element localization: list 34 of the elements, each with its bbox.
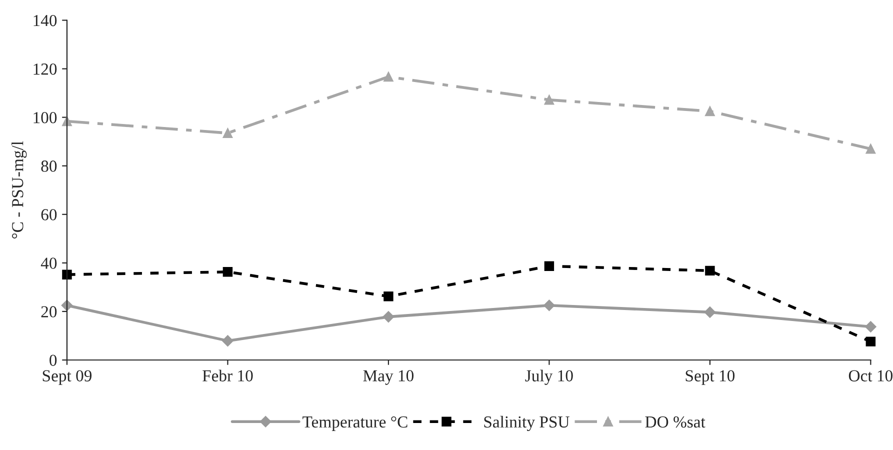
- legend-label: Temperature °C: [302, 416, 408, 431]
- y-tick-label: 0: [50, 354, 57, 366]
- y-tick-label: 60: [41, 209, 57, 220]
- y-tick-label: 140: [34, 14, 57, 26]
- y-tick-label: 100: [34, 112, 57, 124]
- point: [382, 311, 394, 322]
- x-tick-label: Sept 09: [42, 370, 92, 385]
- legend-label: Salinity PSU: [484, 416, 570, 432]
- y-axis-title: °C - PSU-mg/l: [12, 141, 27, 238]
- x-tick-label: Sept 10: [686, 370, 735, 385]
- point: [544, 300, 555, 312]
- point: [384, 72, 394, 82]
- point: [222, 335, 234, 346]
- point: [544, 261, 554, 271]
- y-tick-label: 20: [41, 306, 57, 318]
- x-tick-label: Febr 10: [202, 370, 253, 382]
- x-tick-label: July 10: [525, 370, 573, 385]
- x-tick-label: May 10: [363, 370, 414, 385]
- point: [384, 292, 394, 302]
- point: [865, 321, 876, 332]
- point: [222, 267, 233, 277]
- point: [705, 266, 715, 276]
- y-tick-label: 40: [40, 258, 57, 269]
- point: [544, 94, 554, 105]
- point: [704, 306, 716, 318]
- y-tick-label: 80: [41, 160, 57, 172]
- legend-label: DO %sat: [645, 416, 706, 428]
- point: [62, 270, 72, 280]
- point: [866, 144, 876, 154]
- point: [222, 128, 233, 138]
- x-tick-label: Oct 10: [848, 370, 892, 382]
- y-tick-label: 120: [34, 63, 57, 75]
- point: [866, 336, 876, 346]
- point: [705, 106, 715, 116]
